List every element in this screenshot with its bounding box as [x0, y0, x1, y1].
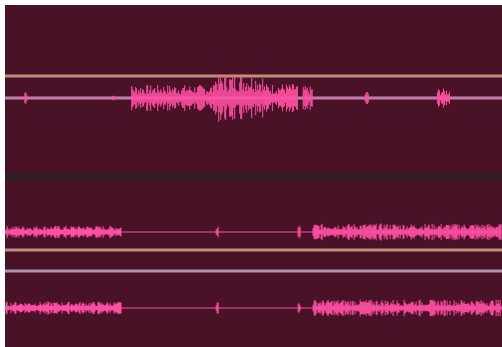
track-1-waveform-canvas[interactable]	[5, 5, 502, 173]
waveform-editor[interactable]	[5, 5, 502, 347]
track-divider[interactable]	[5, 173, 502, 180]
audio-track-1[interactable]	[5, 5, 502, 173]
track-1-channel-1-waveform	[24, 74, 450, 122]
track-2-channel-2-waveform	[5, 299, 502, 317]
audio-track-2[interactable]	[5, 180, 502, 347]
track-2-channel-1-waveform	[5, 223, 502, 241]
track-2-waveform-canvas[interactable]	[5, 180, 502, 347]
